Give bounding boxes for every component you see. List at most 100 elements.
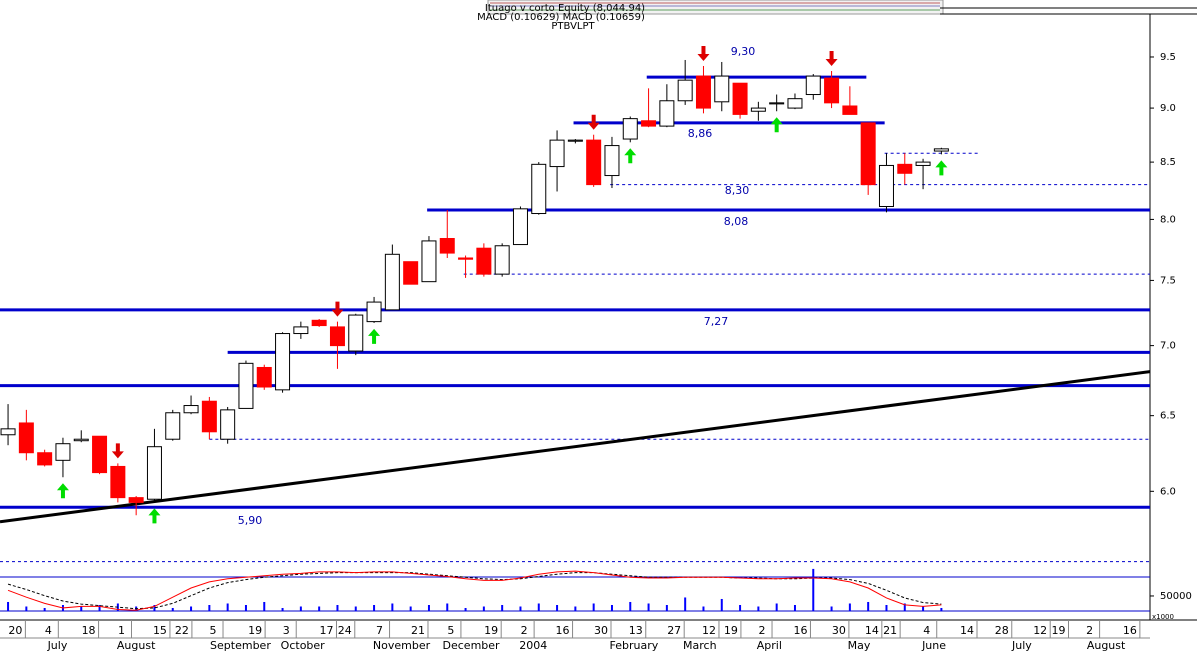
candle-body (366, 301, 382, 323)
candle-body (55, 443, 71, 461)
month-label: February (610, 639, 659, 652)
x-tick-label: 16 (1123, 624, 1137, 637)
x-tick-label: 22 (175, 624, 189, 637)
x-tick-label: 13 (629, 624, 643, 637)
sell-arrow (825, 51, 838, 67)
buy-arrow (935, 160, 948, 176)
y-tick-label: 7.5 (1160, 275, 1176, 286)
buy-arrow (56, 483, 69, 499)
x-tick-label: 19 (1051, 624, 1065, 637)
candle-body (110, 465, 126, 499)
candle-body (165, 412, 181, 440)
level-label: 8,30 (725, 184, 750, 197)
x-tick-label: 7 (376, 624, 383, 637)
chart-title: Ituago v corto Equity (8,044.94) (485, 3, 645, 14)
month-label: April (757, 639, 782, 652)
x-tick-label: 21 (411, 624, 425, 637)
x-tick-label: 12 (702, 624, 716, 637)
trend-line (0, 370, 1151, 524)
ticker: PTBVLPT (551, 21, 595, 32)
candle-body (256, 366, 272, 388)
chart-subtitle: MACD (0.10629) MACD (0.10659) (477, 12, 645, 23)
candle-body (311, 319, 327, 327)
y-tick-label: 50000 (1160, 591, 1192, 602)
x-tick-label: 4 (45, 624, 52, 637)
x-tick-label: 2 (521, 624, 528, 637)
candle-body (769, 102, 785, 105)
candle-body (512, 208, 528, 246)
month-label: September (210, 639, 271, 652)
buy-arrow (624, 148, 637, 164)
candle-body (183, 405, 199, 414)
candle-body (641, 120, 657, 127)
candle-body (0, 428, 16, 436)
x-tick-label: 2 (1086, 624, 1093, 637)
candle-body (824, 77, 840, 104)
x-tick-label: 14 (960, 624, 974, 637)
candle-body (329, 326, 345, 347)
x-tick-label: 16 (556, 624, 570, 637)
candle-body (714, 75, 730, 103)
x-tick-label: 20 (8, 624, 22, 637)
candle-body (37, 452, 53, 466)
buy-arrow (148, 508, 161, 524)
candle-body (494, 245, 510, 275)
month-label: 2004 (519, 639, 547, 652)
x-tick-label: 5 (210, 624, 217, 637)
x-tick-label: 17 (319, 624, 333, 637)
candle-body (439, 238, 455, 254)
month-label: November (373, 639, 431, 652)
buy-arrow (770, 117, 783, 133)
candle-body (860, 122, 876, 186)
candle-body (220, 409, 236, 440)
y-tick-label: 9.0 (1160, 103, 1176, 114)
x-tick-label: 16 (793, 624, 807, 637)
candle-body (18, 422, 34, 454)
x-tick-label: 15 (153, 624, 167, 637)
x-tick-label: 12 (1033, 624, 1047, 637)
x-tick-label: 19 (484, 624, 498, 637)
month-label: October (281, 639, 325, 652)
level-label: 8,86 (688, 127, 713, 140)
x-tick-label: 30 (832, 624, 846, 637)
month-label: July (1011, 639, 1032, 652)
sell-arrow (331, 301, 344, 317)
y-tick-label: 8.5 (1160, 157, 1176, 168)
buy-arrow (368, 328, 381, 344)
sell-arrow (587, 114, 600, 130)
level-label: 8,08 (724, 215, 749, 228)
x-tick-label: 28 (995, 624, 1009, 637)
candle-body (567, 139, 583, 142)
month-label: March (683, 639, 717, 652)
candle-body (531, 163, 547, 215)
candle-body (403, 261, 419, 285)
y-tick-label: 6.0 (1160, 486, 1176, 497)
y-tick-label: 6.5 (1160, 411, 1176, 422)
candle-body (915, 161, 931, 166)
header-decoration (487, 0, 1197, 15)
candle-body (586, 139, 602, 186)
x-tick-label: 5 (447, 624, 454, 637)
candle-body (549, 139, 565, 168)
candle-body (275, 333, 291, 391)
candle-body (695, 75, 711, 109)
y-tick-label: 8.0 (1160, 214, 1176, 225)
candle-body (421, 240, 437, 283)
month-label: August (117, 639, 156, 652)
candle-body (146, 446, 162, 500)
candle-body (201, 400, 217, 433)
candle-body (384, 253, 400, 311)
sell-arrow (111, 443, 124, 459)
candle-body (476, 247, 492, 275)
y-tick-label: 9.5 (1160, 52, 1176, 63)
x-tick-label: 21 (883, 624, 897, 637)
candle-body (458, 257, 474, 260)
candle-body (842, 105, 858, 115)
sell-arrow (697, 45, 710, 61)
candle-body (604, 145, 620, 177)
candle-body (805, 75, 821, 96)
x-tick-label: 3 (283, 624, 290, 637)
candle-body (878, 164, 894, 208)
